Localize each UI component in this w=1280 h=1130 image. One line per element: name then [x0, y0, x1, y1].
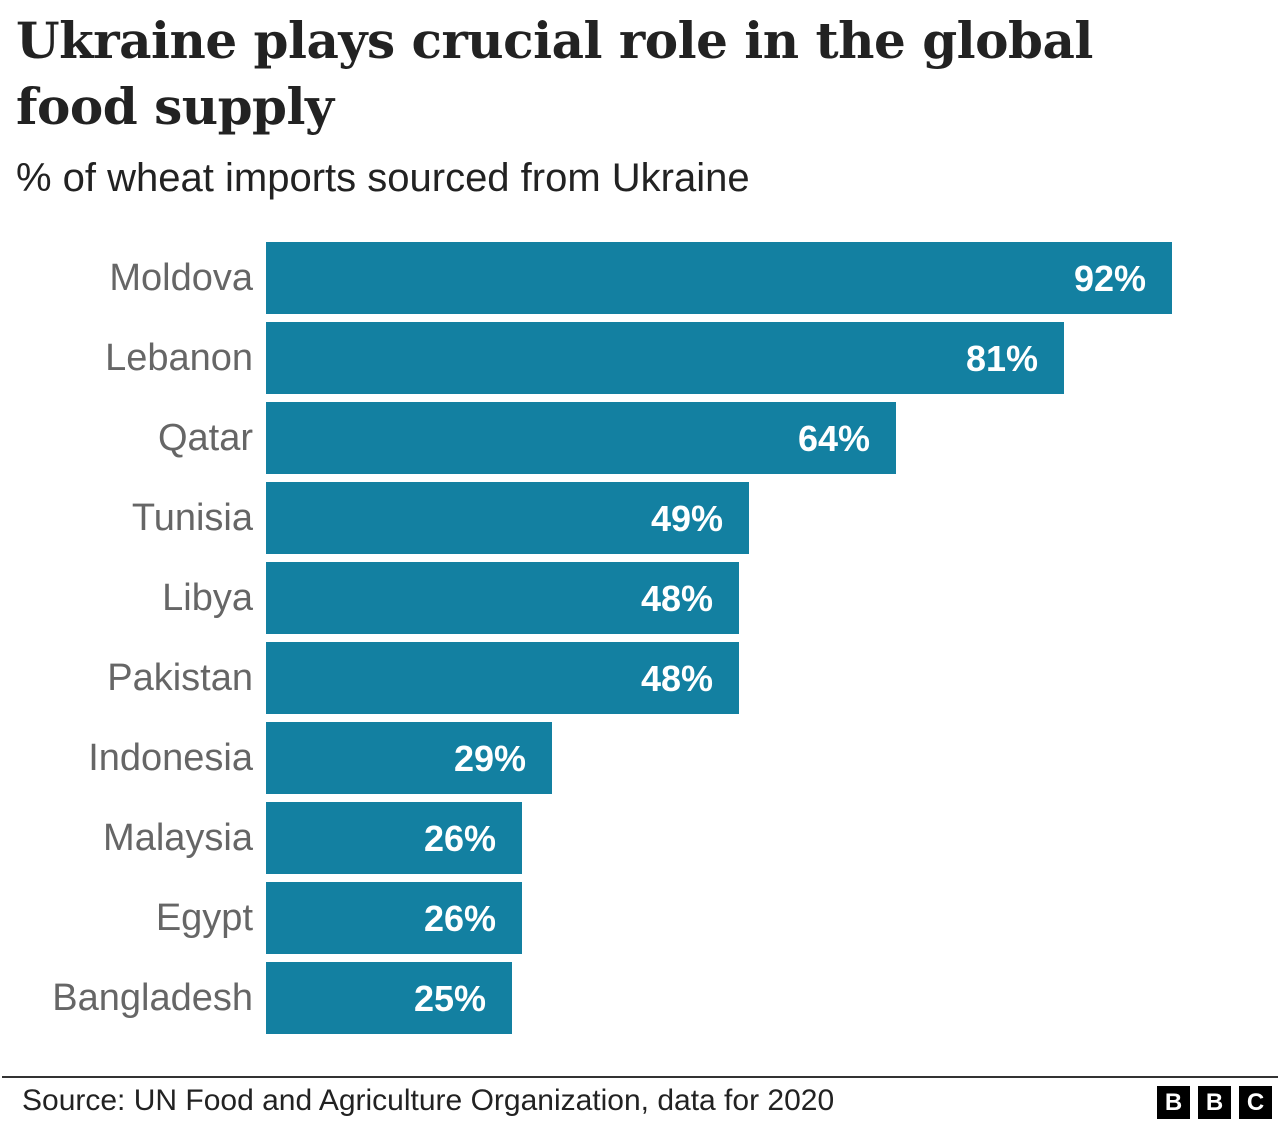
bar-row: Libya 48% — [0, 562, 1280, 634]
value-label: 81% — [965, 338, 1038, 379]
value-label: 48% — [640, 578, 713, 619]
value-label: 64% — [797, 418, 870, 459]
bar: 49% — [266, 482, 749, 554]
bar: 25% — [266, 962, 512, 1034]
bar-row: Bangladesh 25% — [0, 962, 1280, 1034]
category-label: Indonesia — [88, 737, 253, 779]
category-label: Libya — [162, 577, 253, 619]
bbc-logo-letter: B — [1157, 1086, 1190, 1119]
bbc-logo-letter: B — [1198, 1086, 1231, 1119]
value-label: 29% — [453, 738, 526, 779]
bbc-logo: B B C — [1157, 1086, 1272, 1119]
bar-row: Egypt 26% — [0, 882, 1280, 954]
bbc-logo-letter: C — [1239, 1086, 1272, 1119]
category-label: Pakistan — [107, 657, 253, 699]
bar: 26% — [266, 882, 522, 954]
chart-title: Ukraine plays crucial role in the global… — [16, 11, 1093, 136]
bar-row: Pakistan 48% — [0, 642, 1280, 714]
value-label: 49% — [650, 498, 723, 539]
bar-row: Tunisia 49% — [0, 482, 1280, 554]
chart-subtitle: % of wheat imports sourced from Ukraine — [16, 156, 750, 200]
value-label: 26% — [423, 818, 496, 859]
bar-row: Indonesia 29% — [0, 722, 1280, 794]
bar-row: Malaysia 26% — [0, 802, 1280, 874]
footer-divider — [2, 1076, 1278, 1078]
category-label: Moldova — [109, 257, 253, 299]
bar: 48% — [266, 642, 739, 714]
bar: 81% — [266, 322, 1064, 394]
category-label: Malaysia — [103, 817, 253, 859]
category-label: Bangladesh — [52, 977, 253, 1019]
bar-row: Qatar 64% — [0, 402, 1280, 474]
source-note: Source: UN Food and Agriculture Organiza… — [22, 1084, 835, 1117]
bar-row: Lebanon 81% — [0, 322, 1280, 394]
bar: 64% — [266, 402, 896, 474]
value-label: 26% — [423, 898, 496, 939]
bar: 29% — [266, 722, 552, 794]
bar-row: Moldova 92% — [0, 242, 1280, 314]
category-label: Lebanon — [105, 337, 253, 379]
value-label: 92% — [1073, 258, 1146, 299]
value-label: 25% — [413, 978, 486, 1019]
category-label: Tunisia — [131, 497, 253, 539]
value-label: 48% — [640, 658, 713, 699]
bar: 26% — [266, 802, 522, 874]
category-label: Egypt — [155, 897, 253, 939]
category-label: Qatar — [157, 417, 253, 459]
bar: 92% — [266, 242, 1172, 314]
bar: 48% — [266, 562, 739, 634]
